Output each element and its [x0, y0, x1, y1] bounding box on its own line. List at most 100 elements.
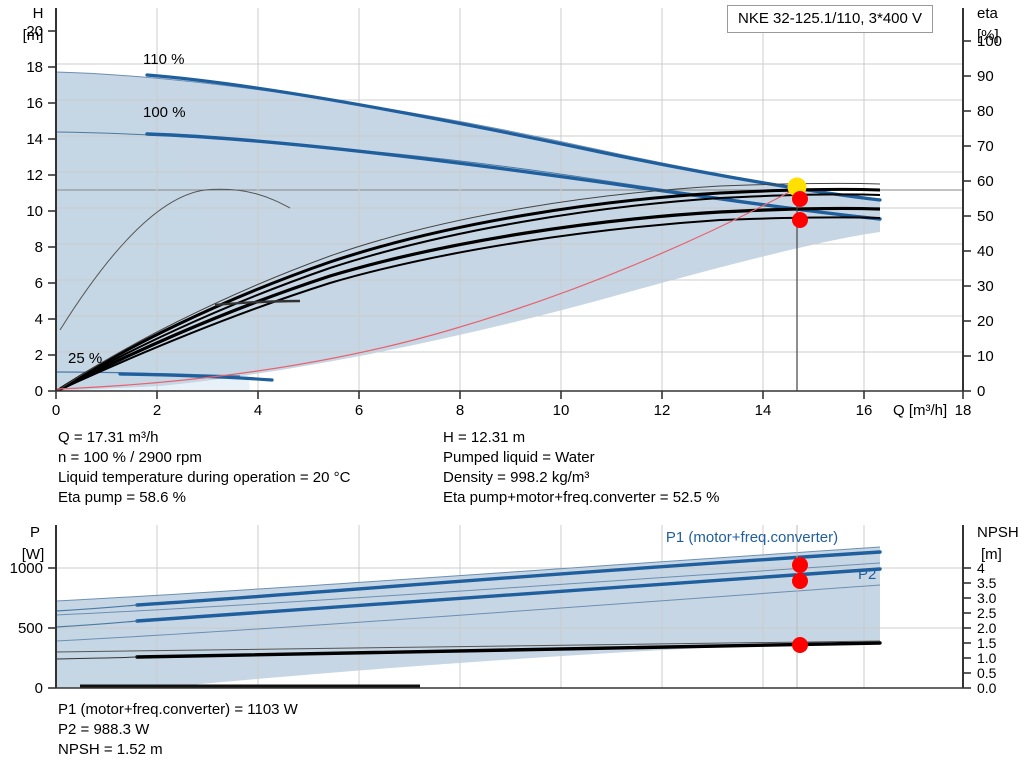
operating-info-right: H = 12.31 m Pumped liquid = Water Densit… — [443, 428, 719, 508]
top-y-tick-20: 20 — [26, 23, 43, 40]
bottom-y-tick-500: 500 — [18, 620, 43, 637]
bottom-right-tick-2-5: 2.5 — [977, 605, 997, 621]
top-x-tick-2: 2 — [153, 402, 161, 419]
p1-curve-thin — [56, 604, 138, 612]
bottom-right-tick-4: 4 — [977, 560, 985, 576]
bottom-info-row-1: P2 = 988.3 W — [58, 721, 150, 738]
bottom-right-tick-0-0: 0.0 — [977, 680, 997, 696]
duty-point-eta-pump-marker[interactable] — [792, 191, 808, 207]
p2-series-label: P2 — [858, 566, 876, 583]
top-y-ticks: 0 2 4 6 8 10 12 14 16 18 20 — [26, 23, 56, 400]
top-x-ticks: 0 2 4 6 8 10 12 14 16 18 — [52, 391, 972, 419]
top-y-axis-label-line2: [m] — [23, 27, 44, 44]
speed-label-25: 25 % — [68, 350, 102, 367]
top-plot-content — [56, 8, 963, 391]
npsh-curve-top — [56, 187, 798, 390]
top-x-tick-10: 10 — [553, 402, 570, 419]
bottom-y-ticks: 0 500 1000 — [10, 560, 56, 697]
info-left-row-0: Q = 17.31 m³/h — [58, 429, 159, 446]
p1-curve — [135, 550, 882, 607]
top-x-tick-16: 16 — [856, 402, 873, 419]
top-y-tick-18: 18 — [26, 59, 43, 76]
info-left-row-1: n = 100 % / 2900 rpm — [58, 449, 202, 466]
top-right-tick-50: 50 — [977, 208, 994, 225]
top-right-axis-label-line2: [%] — [977, 27, 999, 44]
top-y-axis-label-line1: H — [33, 5, 44, 22]
duty-point-npsh-marker[interactable] — [792, 637, 808, 653]
bottom-y-axis-label-line1: P — [30, 524, 40, 541]
duty-point-eta-total-marker[interactable] — [792, 212, 808, 228]
info-right-row-2: Density = 998.2 kg/m³ — [443, 469, 590, 486]
top-right-tick-100: 100 — [977, 33, 1002, 50]
top-y-tick-6: 6 — [35, 275, 43, 292]
top-y-tick-14: 14 — [26, 131, 43, 148]
p1-series-label: P1 (motor+freq.converter) — [666, 529, 838, 546]
top-right-tick-10: 10 — [977, 348, 994, 365]
power-npsh-chart: P [W] 0 500 1000 — [10, 524, 1019, 697]
top-right-tick-40: 40 — [977, 243, 994, 260]
bottom-right-tick-1-0: 1.0 — [977, 650, 997, 666]
top-right-tick-70: 70 — [977, 138, 994, 155]
bottom-y-axis-label-line2: [W] — [22, 546, 45, 563]
bottom-info-row-2: NPSH = 1.52 m — [58, 741, 163, 758]
h-curve-25 — [118, 372, 274, 382]
top-x-tick-8: 8 — [456, 402, 464, 419]
top-y-tick-4: 4 — [35, 311, 43, 328]
head-efficiency-chart: H [m] 0 2 4 6 8 10 12 14 — [23, 5, 1002, 419]
bottom-y-tick-1000: 1000 — [10, 560, 43, 577]
bottom-right-axis-label-line1: NPSH — [977, 524, 1019, 541]
top-x-axis-label: Q [m³/h] — [893, 402, 947, 419]
eta-total-curve — [56, 206, 881, 391]
top-x-tick-14: 14 — [755, 402, 772, 419]
top-right-ticks: 0 10 20 30 40 50 60 70 80 90 100 — [963, 33, 1002, 400]
bottom-right-ticks: 0.0 0.5 1.0 1.5 2.0 2.5 3.0 3.5 4 — [963, 560, 997, 696]
pump-title-box: NKE 32-125.1/110, 3*400 V — [727, 5, 934, 33]
top-x-tick-4: 4 — [254, 402, 262, 419]
top-x-tick-18: 18 — [955, 402, 972, 419]
bottom-info: P1 (motor+freq.converter) = 1103 W P2 = … — [58, 700, 298, 760]
npsh-curve-bottom — [135, 641, 882, 659]
top-y-tick-2: 2 — [35, 347, 43, 364]
top-right-axis-label-line1: eta — [977, 5, 999, 22]
top-right-tick-80: 80 — [977, 103, 994, 120]
top-y-tick-16: 16 — [26, 95, 43, 112]
bottom-right-tick-3-0: 3.0 — [977, 590, 997, 606]
p2-curve-thin — [56, 620, 138, 628]
info-right-row-1: Pumped liquid = Water — [443, 449, 595, 466]
bottom-grid-vertical — [156, 525, 865, 688]
bottom-plot-content — [56, 525, 963, 688]
power-thin-line-2 — [56, 584, 881, 642]
bottom-right-tick-2-0: 2.0 — [977, 620, 997, 636]
top-x-tick-12: 12 — [654, 402, 671, 419]
bottom-info-row-0: P1 (motor+freq.converter) = 1103 W — [58, 701, 298, 718]
top-y-tick-8: 8 — [35, 239, 43, 256]
info-right-row-0: H = 12.31 m — [443, 429, 526, 446]
info-left-row-2: Liquid temperature during operation = 20… — [58, 469, 351, 486]
top-right-tick-0: 0 — [977, 383, 985, 400]
top-x-tick-0: 0 — [52, 402, 60, 419]
info-left-row-3: Eta pump = 58.6 % — [58, 489, 186, 506]
npsh-curve-bottom-thin — [56, 656, 138, 660]
top-y-tick-10: 10 — [26, 203, 43, 220]
operating-info-left: Q = 17.31 m³/h n = 100 % / 2900 rpm Liqu… — [58, 428, 350, 508]
bottom-right-tick-0-5: 0.5 — [977, 665, 997, 681]
duty-point-p1-marker[interactable] — [792, 557, 808, 573]
bottom-right-axis-label-line2: [m] — [981, 546, 1002, 563]
bottom-y-tick-0: 0 — [35, 680, 43, 697]
info-right-row-3: Eta pump+motor+freq.converter = 52.5 % — [443, 489, 720, 506]
speed-label-110: 110 % — [143, 51, 184, 68]
duty-point-p2-marker[interactable] — [792, 573, 808, 589]
top-x-tick-6: 6 — [355, 402, 363, 419]
top-right-tick-30: 30 — [977, 278, 994, 295]
bottom-right-tick-1-5: 1.5 — [977, 635, 997, 651]
power-envelope-top-line — [56, 546, 881, 602]
eta-stub-curve — [214, 299, 301, 307]
top-right-tick-60: 60 — [977, 173, 994, 190]
top-right-tick-20: 20 — [977, 313, 994, 330]
speed-label-100: 100 % — [143, 104, 186, 121]
power-thin-line-1 — [56, 562, 881, 616]
top-right-tick-90: 90 — [977, 68, 994, 85]
top-y-tick-12: 12 — [26, 167, 43, 184]
eta-small-curve — [59, 188, 291, 331]
